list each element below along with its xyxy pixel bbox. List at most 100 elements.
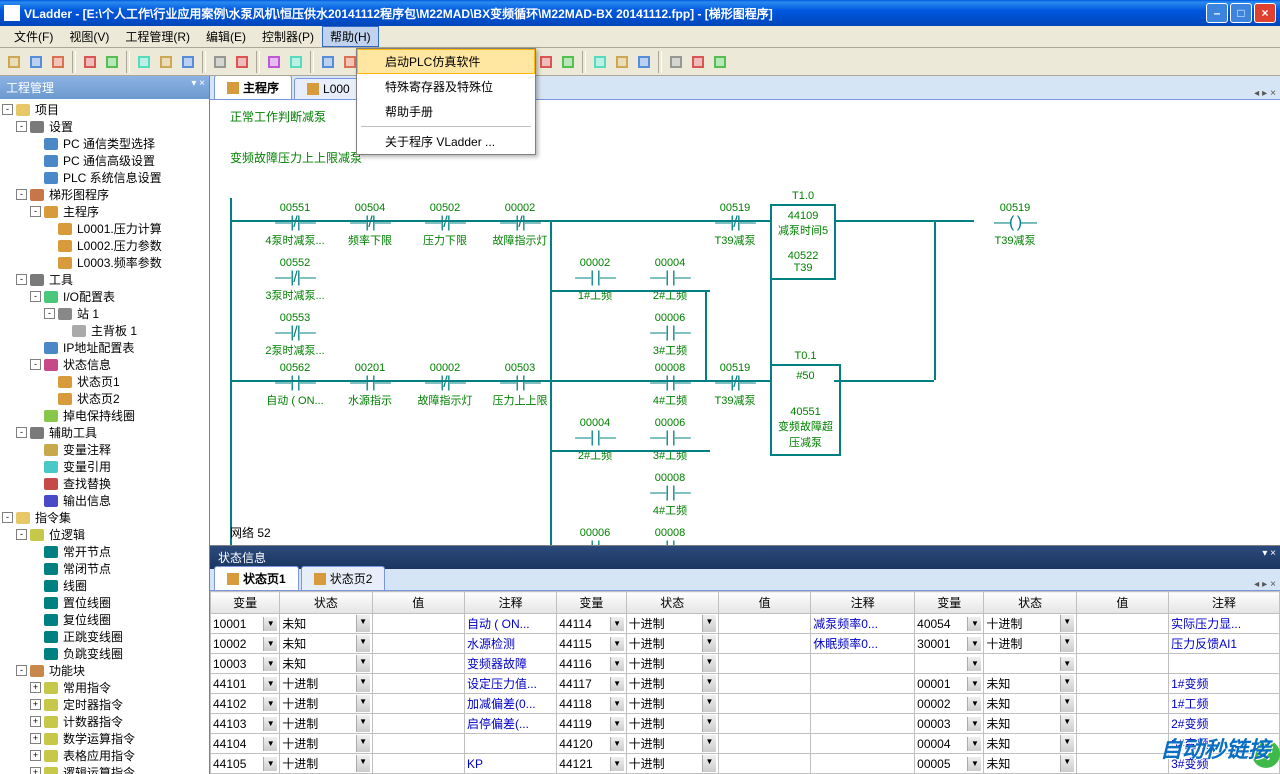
dropdown-arrow-icon[interactable]: ▼	[356, 695, 370, 712]
tree-toggle[interactable]: -	[16, 274, 27, 285]
tree-toggle[interactable]: -	[16, 189, 27, 200]
tree-node[interactable]: L0002.压力参数	[2, 237, 207, 254]
tree-node[interactable]: -设置	[2, 118, 207, 135]
dropdown-arrow-icon[interactable]: ▼	[610, 617, 624, 631]
dropdown-arrow-icon[interactable]: ▼	[702, 675, 716, 692]
menu-5[interactable]: 帮助(H)	[322, 26, 379, 47]
grid-cell[interactable]: 实际压力显...	[1169, 614, 1280, 634]
grid-cell[interactable]	[372, 754, 464, 774]
grid-cell[interactable]	[1076, 634, 1168, 654]
close-button[interactable]: ×	[1254, 3, 1276, 23]
tree-toggle[interactable]: -	[2, 104, 13, 115]
tree-node[interactable]: +逻辑运算指令	[2, 764, 207, 774]
dropdown-arrow-icon[interactable]: ▼	[263, 697, 277, 711]
grid-header[interactable]: 变量	[557, 592, 626, 614]
dropdown-arrow-icon[interactable]: ▼	[1060, 755, 1074, 772]
tree-node[interactable]: 掉电保持线圈	[2, 407, 207, 424]
dropdown-arrow-icon[interactable]: ▼	[263, 677, 277, 691]
ladder-contact[interactable]: 00553—|/|—2泵时减泵...	[260, 312, 330, 358]
grid-cell[interactable]: 44121▼	[557, 754, 626, 774]
dropdown-arrow-icon[interactable]: ▼	[356, 615, 370, 632]
tree-node[interactable]: +计数器指令	[2, 713, 207, 730]
tree-toggle[interactable]: -	[2, 512, 13, 523]
grid-cell[interactable]: 1#工频	[1169, 694, 1280, 714]
grid-cell[interactable]	[718, 634, 810, 654]
dropdown-arrow-icon[interactable]: ▼	[263, 737, 277, 751]
menu-3[interactable]: 编辑(E)	[198, 26, 254, 47]
grid-cell[interactable]: 十进制▼	[626, 654, 718, 674]
tree-node[interactable]: 负跳变线圈	[2, 645, 207, 662]
grid-cell[interactable]	[1076, 694, 1168, 714]
dropdown-arrow-icon[interactable]: ▼	[356, 735, 370, 752]
grid-cell[interactable]	[1076, 734, 1168, 754]
grid-cell[interactable]: 00005▼	[915, 754, 984, 774]
tree-node[interactable]: 复位线圈	[2, 611, 207, 628]
tree-node[interactable]: -工具	[2, 271, 207, 288]
grid-cell[interactable]: 十进制▼	[280, 754, 372, 774]
grid-row[interactable]: 44105▼十进制▼KP44121▼十进制▼00005▼未知▼3#变频	[211, 754, 1280, 774]
grid-cell[interactable]: 30001▼	[915, 634, 984, 654]
tree-node[interactable]: -指令集	[2, 509, 207, 526]
ladder-contact[interactable]: 00006—| |—3#工频	[635, 312, 705, 358]
grid-cell[interactable]: 未知▼	[984, 674, 1076, 694]
grid-cell[interactable]: 未知▼	[984, 694, 1076, 714]
ladder-contact[interactable]: 00519—|/|—T39减泵	[700, 362, 770, 408]
grid-cell[interactable]: 压力反馈AI1	[1169, 634, 1280, 654]
ladder-canvas[interactable]: 正常工作判断减泵 变频故障压力上上限减泵 00551—|/|—4泵时减泵...0…	[210, 100, 1280, 545]
grid-cell[interactable]	[811, 694, 915, 714]
grid-cell[interactable]: 未知▼	[984, 734, 1076, 754]
grid-cell[interactable]: 十进制▼	[280, 694, 372, 714]
grid-cell[interactable]: 1#变频	[1169, 674, 1280, 694]
toolbar-btn-1[interactable]	[26, 52, 46, 72]
editor-tab[interactable]: L000	[294, 78, 363, 99]
grid-cell[interactable]: 未知▼	[280, 634, 372, 654]
grid-cell[interactable]: 休眠频率0...	[811, 634, 915, 654]
grid-cell[interactable]: 44119▼	[557, 714, 626, 734]
panel-controls[interactable]: ▾ ×	[191, 78, 205, 89]
toolbar-btn-12[interactable]	[232, 52, 252, 72]
tree-node[interactable]: 主背板 1	[2, 322, 207, 339]
tree-toggle[interactable]: +	[30, 716, 41, 727]
grid-cell[interactable]	[1076, 614, 1168, 634]
grid-cell[interactable]: 44118▼	[557, 694, 626, 714]
dropdown-arrow-icon[interactable]: ▼	[1060, 675, 1074, 692]
tree-node[interactable]: -辅助工具	[2, 424, 207, 441]
toolbar-btn-9[interactable]	[178, 52, 198, 72]
dropdown-arrow-icon[interactable]: ▼	[610, 637, 624, 651]
grid-cell[interactable]: 十进制▼	[626, 754, 718, 774]
grid-cell[interactable]: 未知▼	[280, 614, 372, 634]
function-block[interactable]: T1.044109减泵时间5 40522T39	[770, 204, 836, 280]
grid-cell[interactable]	[811, 654, 915, 674]
grid-cell[interactable]: 00002▼	[915, 694, 984, 714]
toolbar-btn-15[interactable]	[286, 52, 306, 72]
dropdown-arrow-icon[interactable]: ▼	[356, 755, 370, 772]
grid-header[interactable]: 变量	[211, 592, 280, 614]
grid-cell[interactable]	[372, 734, 464, 754]
grid-cell[interactable]	[372, 614, 464, 634]
dropdown-arrow-icon[interactable]: ▼	[967, 677, 981, 691]
grid-header[interactable]: 值	[372, 592, 464, 614]
grid-row[interactable]: 44104▼十进制▼44120▼十进制▼00004▼未知▼3#变频	[211, 734, 1280, 754]
grid-cell[interactable]: 44105▼	[211, 754, 280, 774]
tree-node[interactable]: 输出信息	[2, 492, 207, 509]
toolbar-btn-31[interactable]	[590, 52, 610, 72]
ladder-contact[interactable]: 00552—|/|—3泵时减泵...	[260, 257, 330, 303]
dropdown-arrow-icon[interactable]: ▼	[356, 635, 370, 652]
grid-cell[interactable]: 44115▼	[557, 634, 626, 654]
menu-item-registers[interactable]: 特殊寄存器及特殊位	[357, 74, 535, 99]
grid-cell[interactable]	[372, 714, 464, 734]
toolbar-btn-32[interactable]	[612, 52, 632, 72]
grid-cell[interactable]	[718, 614, 810, 634]
ladder-contact[interactable]: 00519—( )—T39减泵	[980, 202, 1050, 248]
grid-cell[interactable]: 44116▼	[557, 654, 626, 674]
grid-cell[interactable]	[1076, 654, 1168, 674]
grid-cell[interactable]: 10001▼	[211, 614, 280, 634]
grid-header[interactable]: 变量	[915, 592, 984, 614]
menu-1[interactable]: 视图(V)	[61, 26, 117, 47]
grid-cell[interactable]: 44101▼	[211, 674, 280, 694]
tree-node[interactable]: +常用指令	[2, 679, 207, 696]
dropdown-arrow-icon[interactable]: ▼	[967, 737, 981, 751]
tree-node[interactable]: 线圈	[2, 577, 207, 594]
ladder-contact[interactable]: 00006—| |—3#工频	[560, 527, 630, 545]
toolbar-btn-8[interactable]	[156, 52, 176, 72]
